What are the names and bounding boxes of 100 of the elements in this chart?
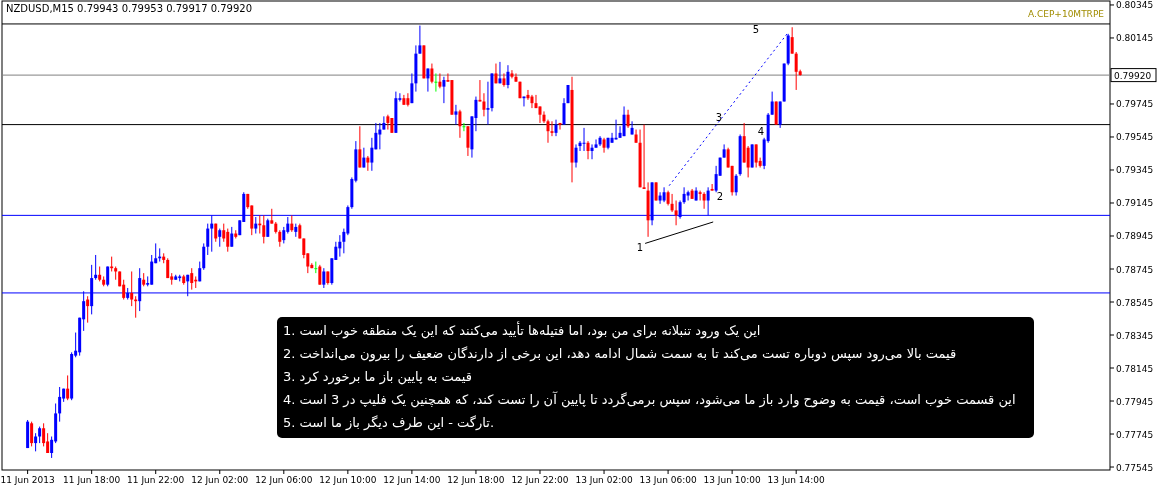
candlestick [586, 140, 590, 160]
y-tick-label: 0.77945 [1116, 396, 1154, 407]
annotation: 5. تارگت - این طرف دیگر باز ما است. [283, 415, 495, 431]
candlestick [770, 91, 774, 116]
annotation: 5 [752, 24, 760, 35]
candlestick [594, 138, 598, 149]
candlestick [558, 122, 562, 131]
y-tick-label: 0.79745 [1116, 99, 1154, 110]
candlestick [514, 72, 518, 83]
candlestick [658, 191, 662, 205]
annotation: 1. این یک ورود تنبلانه برای من بود، اما فتیله‌ها تأیید می‌کنند که این یک منطقه خوب است [283, 321, 761, 339]
x-tick-label: 11 Jun 22:00 [127, 475, 185, 485]
candlestick [750, 143, 754, 169]
annotation: 4. این قسمت خوب است، قیمت به وضوح وارد باز ما می‌شود، سپس برمی‌گردد تا پایین آن را تست کند، که همچنین یک فلیپ در 3 است [283, 391, 1016, 408]
candlestick [466, 125, 470, 157]
candlestick [630, 120, 634, 135]
x-tick-label: 13 Jun 10:00 [703, 475, 761, 485]
candlestick [622, 105, 626, 137]
annotation: 3. قیمت به پایین باز ما برخورد کرد [283, 369, 472, 385]
x-tick-label: 13 Jun 14:00 [767, 475, 826, 485]
candlestick [478, 79, 482, 102]
y-tick-label: 0.80145 [1116, 33, 1154, 44]
y-tick-label: 0.80345 [1116, 0, 1154, 11]
candlestick [366, 155, 370, 172]
candlestick [190, 267, 194, 291]
candlestick [386, 114, 390, 131]
annotation: 3 [715, 112, 723, 123]
candlestick [442, 76, 446, 104]
candlestick [438, 72, 442, 89]
x-tick-label: 11 Jun 2013 [0, 475, 55, 485]
x-tick-label: 12 Jun 02:00 [191, 475, 249, 485]
candlestick [582, 127, 586, 152]
candlestick [58, 386, 62, 423]
candlestick [266, 218, 270, 238]
annotation: 1 [636, 242, 644, 253]
y-tick-label: 0.77545 [1116, 462, 1154, 473]
candlestick [610, 132, 614, 144]
candlestick [86, 295, 90, 324]
candlestick [502, 72, 506, 88]
x-tick-label: 12 Jun 22:00 [511, 475, 569, 485]
candlestick [358, 125, 362, 169]
x-tick-label: 11 Jun 18:00 [63, 475, 121, 485]
candlestick [454, 104, 458, 126]
candlestick [790, 26, 794, 55]
x-tick-label: 12 Jun 14:00 [383, 475, 441, 485]
candlestick [430, 63, 434, 84]
candlestick [686, 190, 690, 202]
candlestick [654, 181, 658, 202]
candlestick [202, 242, 206, 271]
annotation: 4 [757, 126, 765, 137]
candlestick [734, 173, 738, 197]
candlestick [218, 228, 222, 248]
y-tick-label: 0.78145 [1116, 363, 1154, 374]
candlestick [482, 92, 486, 117]
candlestick [226, 228, 230, 253]
y-tick-label: 0.79145 [1116, 198, 1154, 209]
candlestick [674, 200, 678, 226]
candlestick [338, 234, 342, 258]
x-tick-label: 13 Jun 02:00 [575, 475, 633, 485]
ref-line-label: 0.79920 [1114, 70, 1152, 81]
candlestick [590, 143, 594, 160]
candlestick [626, 109, 630, 129]
candlestick [458, 109, 462, 139]
candlestick [30, 421, 34, 447]
candlestick [538, 105, 542, 124]
candlestick [434, 72, 438, 93]
candlestick [378, 122, 382, 150]
candlestick [710, 183, 714, 192]
y-tick-label: 0.79345 [1116, 165, 1154, 176]
x-tick-label: 12 Jun 06:00 [255, 475, 313, 485]
candlestick [94, 254, 98, 281]
candlestick [778, 101, 782, 129]
candlestick [322, 267, 326, 289]
candlestick [370, 137, 374, 172]
candlestick [526, 89, 530, 101]
candlestick [554, 119, 558, 137]
candlestick [362, 147, 366, 169]
y-tick-label: 0.78545 [1116, 297, 1154, 308]
y-tick-label: 0.78945 [1116, 231, 1154, 242]
candlestick [754, 143, 758, 169]
annotation: 2. قیمت بالا می‌رود سپس دوباره تست می‌کند تا به سمت شمال ادامه دهد، این برخی از دارندگان ضعیف را بیرون می‌انداخت [283, 346, 957, 362]
y-tick-label: 0.78745 [1116, 264, 1154, 275]
x-tick-label: 13 Jun 06:00 [639, 475, 697, 485]
candlestick [150, 254, 154, 286]
candlestick [34, 432, 38, 452]
candlestick [206, 223, 210, 256]
candlestick [318, 264, 322, 286]
candlestick [510, 69, 514, 79]
y-tick-label: 0.78345 [1116, 330, 1154, 341]
y-tick-label: 0.79545 [1116, 132, 1154, 143]
candlestick [506, 64, 510, 89]
candlestick [562, 97, 566, 126]
candlestick [130, 270, 134, 307]
candlestick [426, 68, 430, 93]
candlestick [222, 223, 226, 243]
candlestick [794, 51, 798, 91]
candlestick [462, 122, 466, 132]
y-tick-label: 0.77745 [1116, 429, 1154, 440]
candlestick [66, 374, 70, 401]
annotation: A.CEP+10MTRPE [1028, 9, 1105, 19]
